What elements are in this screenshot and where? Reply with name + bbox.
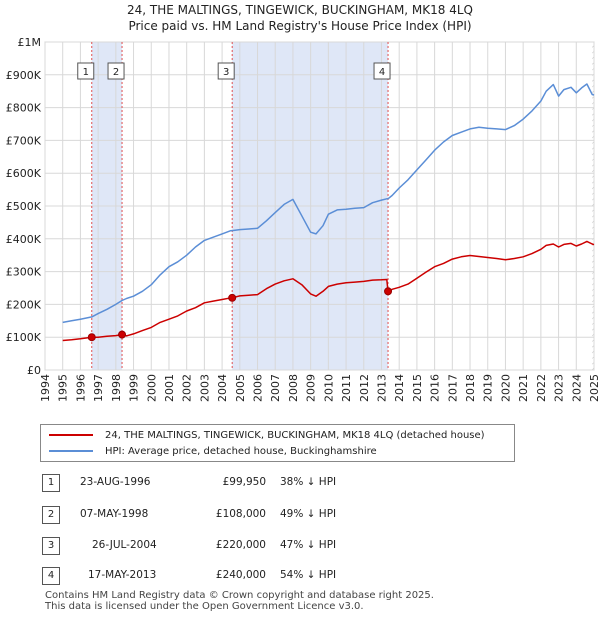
x-tick-label: 1996 xyxy=(74,374,87,402)
hpi-line xyxy=(62,83,595,324)
x-tick-label: 2015 xyxy=(411,374,424,402)
y-tick-label: £500K xyxy=(6,200,42,213)
x-tick-label: 2014 xyxy=(393,374,406,402)
footer: Contains HM Land Registry data © Crown c… xyxy=(45,590,434,612)
y-tick-label: £100K xyxy=(6,331,42,344)
legend-line-property xyxy=(49,434,93,436)
x-tick-label: 2003 xyxy=(198,374,211,402)
y-tick-label: £600K xyxy=(6,167,42,180)
legend-label-property: 24, THE MALTINGS, TINGEWICK, BUCKINGHAM,… xyxy=(105,429,485,441)
x-tick-label: 2004 xyxy=(216,374,229,402)
sale-point xyxy=(384,287,393,296)
transaction-date: 26-JUL-2004 xyxy=(92,539,157,551)
legend: 24, THE MALTINGS, TINGEWICK, BUCKINGHAM,… xyxy=(40,424,515,462)
y-tick-label: £700K xyxy=(6,134,42,147)
x-tick-label: 1995 xyxy=(57,374,70,402)
sale-marker-box xyxy=(217,62,235,80)
x-tick-label: 2024 xyxy=(570,374,583,402)
transaction-hpi: 38% ↓ HPI xyxy=(280,476,337,488)
transaction-hpi: 47% ↓ HPI xyxy=(280,539,337,551)
x-tick-label: 2006 xyxy=(252,374,265,402)
y-tick-label: £200K xyxy=(6,298,42,311)
footer-copyright: Contains HM Land Registry data © Crown c… xyxy=(45,590,434,601)
x-tick-label: 2009 xyxy=(305,374,318,402)
x-tick-label: 2012 xyxy=(358,374,371,402)
transaction-hpi: 54% ↓ HPI xyxy=(280,569,337,581)
sale-marker-box xyxy=(373,62,391,80)
footer-license: This data is licensed under the Open Gov… xyxy=(45,601,364,612)
sale-marker-box xyxy=(107,62,125,80)
x-tick-label: 2025 xyxy=(588,374,600,402)
x-tick-label: 1994 xyxy=(39,374,52,402)
x-tick-label: 2000 xyxy=(145,374,158,402)
transaction-number: 4 xyxy=(42,567,60,585)
chart-subtitle: Price paid vs. HM Land Registry's House … xyxy=(128,19,472,33)
x-tick-label: 2013 xyxy=(375,374,388,402)
x-tick-label: 2018 xyxy=(464,374,477,402)
x-tick-label: 2002 xyxy=(181,374,194,402)
legend-line-hpi xyxy=(49,450,93,452)
transaction-price: £99,950 xyxy=(222,476,266,488)
transaction-price: £108,000 xyxy=(215,508,266,520)
x-tick-label: 2010 xyxy=(322,374,335,402)
y-tick-label: £800K xyxy=(6,102,42,115)
sale-point xyxy=(228,293,237,302)
transaction-date: 17-MAY-2013 xyxy=(88,569,157,581)
x-tick-label: 2001 xyxy=(163,374,176,402)
price-chart: £0 £100K £200K £300K £400K £500K £600K £700K £80… xyxy=(6,36,600,402)
legend-item-hpi: HPI: Average price, detached house, Buck… xyxy=(49,444,377,458)
y-tick-label: £900K xyxy=(6,69,42,82)
sale-point xyxy=(87,333,96,342)
sale-marker-label: 4 xyxy=(379,67,385,78)
x-tick-label: 2008 xyxy=(287,374,300,402)
x-tick-label: 2023 xyxy=(553,374,566,402)
x-tick-label: 2022 xyxy=(535,374,548,402)
sale-marker-box xyxy=(77,62,95,80)
x-tick-label: 1999 xyxy=(128,374,141,402)
x-tick-label: 1998 xyxy=(110,374,123,402)
transaction-date: 23-AUG-1996 xyxy=(80,476,151,488)
x-tick-label: 2005 xyxy=(234,374,247,402)
sale-marker-label: 2 xyxy=(113,67,119,78)
transaction-price: £220,000 xyxy=(215,539,266,551)
transaction-number: 3 xyxy=(42,537,60,555)
x-tick-label: 2019 xyxy=(482,374,495,402)
x-tick-label: 2021 xyxy=(517,374,530,402)
x-tick-label: 2011 xyxy=(340,374,353,402)
sale-point xyxy=(118,330,127,339)
y-tick-label: £1M xyxy=(18,36,42,49)
y-tick-label: £300K xyxy=(6,266,42,279)
x-tick-label: 2020 xyxy=(499,374,512,402)
x-tick-label: 2017 xyxy=(446,374,459,402)
sale-marker-label: 3 xyxy=(223,67,229,78)
property-price-line xyxy=(62,240,595,342)
sale-marker-label: 1 xyxy=(83,67,89,78)
transaction-hpi: 49% ↓ HPI xyxy=(280,508,337,520)
transaction-price: £240,000 xyxy=(215,569,266,581)
x-tick-label: 2007 xyxy=(269,374,282,402)
y-tick-label: £0 xyxy=(27,364,41,377)
chart-title: 24, THE MALTINGS, TINGEWICK, BUCKINGHAM,… xyxy=(126,3,473,17)
legend-label-hpi: HPI: Average price, detached house, Buck… xyxy=(105,445,377,457)
x-tick-label: 2016 xyxy=(429,374,442,402)
transaction-date: 07-MAY-1998 xyxy=(80,508,149,520)
x-tick-label: 1997 xyxy=(92,374,105,402)
transaction-number: 1 xyxy=(42,474,60,492)
transaction-number: 2 xyxy=(42,506,60,524)
legend-item-property: 24, THE MALTINGS, TINGEWICK, BUCKINGHAM,… xyxy=(49,428,485,442)
y-tick-label: £400K xyxy=(6,233,42,246)
